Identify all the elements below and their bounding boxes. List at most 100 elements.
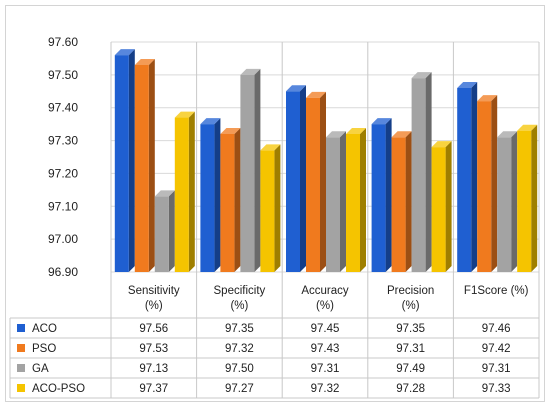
- chart-frame: 97.60 97.50 97.40 97.30 97.20 97.10 97.00 96.90…: [5, 5, 545, 402]
- legend-swatch: [17, 344, 25, 352]
- y-tick-label: 97.50: [48, 68, 78, 82]
- bar-side: [511, 131, 518, 272]
- bar: [220, 134, 235, 272]
- bar-side: [274, 144, 281, 272]
- y-tick-label: 97.60: [48, 35, 78, 49]
- bar-side: [148, 59, 155, 272]
- bar-side: [471, 82, 478, 272]
- bar-side: [491, 95, 498, 273]
- y-tick-label: 96.90: [48, 265, 78, 279]
- data-label: 97.53: [139, 343, 168, 355]
- bar-top: [174, 111, 195, 118]
- legend-label: ACO-PSO: [32, 383, 85, 395]
- data-label: 97.49: [396, 363, 425, 375]
- data-label: 97.35: [396, 323, 425, 335]
- bar-side: [254, 68, 261, 272]
- bar-top: [114, 49, 135, 56]
- bar-top: [457, 82, 478, 88]
- data-label: 97.33: [482, 383, 511, 395]
- y-tick-label: 97.00: [48, 232, 78, 246]
- legend-swatch: [17, 324, 25, 332]
- bar-side: [128, 49, 135, 273]
- bar-top: [431, 141, 452, 148]
- bar-top: [220, 128, 241, 134]
- category-label: Specificity: [214, 285, 266, 297]
- data-label: 97.50: [225, 363, 254, 375]
- bar-top: [286, 85, 306, 92]
- bar-side: [385, 118, 392, 273]
- bar-top: [411, 72, 432, 79]
- bar: [154, 196, 169, 272]
- bar-side: [168, 190, 175, 272]
- bar: [477, 101, 492, 273]
- bar-side: [360, 128, 366, 272]
- category-label: (%): [316, 300, 334, 312]
- bar: [371, 124, 386, 273]
- y-tick-label: 97.20: [48, 166, 78, 180]
- bar-side: [214, 118, 221, 273]
- bar-top: [391, 131, 412, 138]
- bar: [200, 124, 215, 273]
- y-tick-label: 97.30: [48, 134, 78, 148]
- legend-swatch: [17, 364, 25, 372]
- category-label: Precision: [387, 285, 434, 297]
- data-label: 97.13: [139, 363, 168, 375]
- category-label: F1Score (%): [464, 285, 529, 297]
- data-label: 97.28: [396, 383, 425, 395]
- data-label: 97.32: [225, 343, 254, 355]
- data-label: 97.56: [139, 323, 168, 335]
- bar-side: [340, 131, 346, 272]
- bar-side: [531, 124, 538, 272]
- bar: [391, 137, 406, 272]
- bar-side: [300, 85, 306, 273]
- bar-side: [445, 141, 452, 272]
- bar-top: [371, 118, 392, 125]
- category-label: (%): [230, 300, 248, 312]
- bar-top: [154, 190, 175, 197]
- bar-top: [134, 59, 155, 65]
- data-label: 97.31: [482, 363, 511, 375]
- category-label: Accuracy: [301, 285, 349, 297]
- legend-label: GA: [32, 363, 49, 375]
- bar: [497, 137, 512, 272]
- bar-top: [260, 144, 281, 151]
- bar-top: [477, 95, 498, 102]
- data-label: 97.45: [311, 323, 340, 335]
- bar-side: [234, 128, 241, 272]
- category-label: (%): [402, 300, 420, 312]
- bar-top: [517, 124, 538, 131]
- category-label: Sensitivity: [128, 285, 180, 297]
- legend-label: ACO: [32, 323, 57, 335]
- bar: [260, 150, 275, 272]
- bar: [517, 130, 532, 272]
- bar: [286, 91, 300, 273]
- bar: [174, 117, 189, 272]
- data-label: 97.31: [311, 363, 340, 375]
- data-label: 97.32: [311, 383, 340, 395]
- bar-top: [240, 68, 261, 75]
- y-tick-label: 97.10: [48, 199, 78, 213]
- bar-top: [326, 131, 346, 138]
- y-tick-label: 97.40: [48, 101, 78, 115]
- bar: [431, 147, 446, 272]
- bar-side: [188, 111, 195, 272]
- bar-chart: 97.60 97.50 97.40 97.30 97.20 97.10 97.00 96.90…: [9, 35, 540, 399]
- bar: [114, 55, 129, 273]
- bar: [346, 134, 360, 272]
- data-label: 97.46: [482, 323, 511, 335]
- bar-top: [200, 118, 221, 125]
- bar: [134, 65, 149, 272]
- bar-side: [425, 72, 432, 273]
- bar: [306, 97, 320, 272]
- legend-label: PSO: [32, 343, 56, 355]
- bar-top: [497, 131, 518, 138]
- bar: [240, 74, 255, 272]
- bar-side: [405, 131, 412, 272]
- data-label: 97.42: [482, 343, 511, 355]
- data-label: 97.37: [139, 383, 168, 395]
- data-label: 97.31: [396, 343, 425, 355]
- bar: [457, 88, 472, 272]
- bar: [411, 78, 426, 273]
- data-label: 97.27: [225, 383, 254, 395]
- data-label: 97.35: [225, 323, 254, 335]
